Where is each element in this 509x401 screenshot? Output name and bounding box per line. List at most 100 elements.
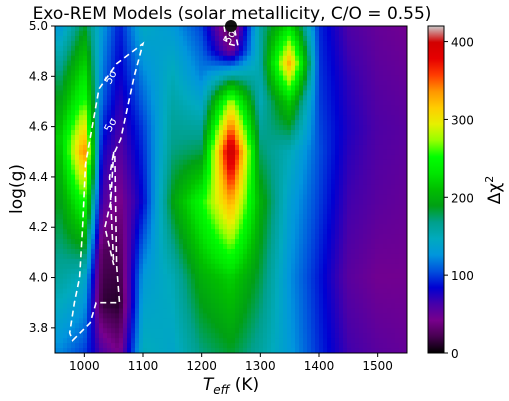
heatmap-cell [351,204,356,210]
heatmap-cell [115,35,120,42]
heatmap-cell [267,55,272,62]
heatmap-cell [91,184,96,191]
heatmap-cell [131,125,136,131]
heatmap-cell [291,120,296,126]
heatmap-cell [171,338,176,344]
heatmap-cell [331,343,336,349]
heatmap-cell [203,343,208,349]
heatmap-cell [131,110,136,116]
heatmap-cell [227,214,232,220]
heatmap-cell [271,115,276,121]
heatmap-cell [343,258,348,265]
heatmap-cell [159,45,164,52]
heatmap-cell [67,283,72,290]
heatmap-cell [199,328,204,334]
heatmap-cell [327,298,332,305]
heatmap-cell [135,333,140,339]
heatmap-cell [311,159,316,166]
heatmap-cell [351,234,356,240]
heatmap-cell [331,50,336,57]
heatmap-cell [319,26,324,32]
heatmap-cell [163,144,168,151]
heatmap-cell [299,343,304,349]
heatmap-cell [295,149,300,156]
heatmap-cell [247,105,252,111]
heatmap-cell [135,149,140,156]
heatmap-cell [151,184,156,191]
heatmap-cell [323,343,328,349]
heatmap-cell [319,70,324,77]
heatmap-cell [275,135,280,141]
heatmap-cell [175,268,180,275]
heatmap-cell [175,154,180,161]
heatmap-cell [123,90,128,96]
heatmap-cell [327,333,332,339]
heatmap-cell [315,149,320,156]
heatmap-cell [183,194,188,200]
heatmap-cell [151,194,156,200]
heatmap-cell [243,85,248,91]
heatmap-cell [215,313,220,319]
heatmap-cell [139,135,144,141]
heatmap-cell [327,174,332,181]
heatmap-cell [91,273,96,280]
heatmap-cell [99,283,104,290]
heatmap-cell [283,30,288,37]
heatmap-cell [147,120,152,126]
heatmap-cell [139,164,144,171]
heatmap-cell [319,115,324,121]
heatmap-cell [63,258,68,265]
heatmap-cell [267,244,272,250]
heatmap-cell [291,169,296,176]
heatmap-cell [91,26,96,32]
heatmap-cell [119,219,124,225]
heatmap-cell [279,159,284,166]
heatmap-cell [355,55,360,62]
heatmap-cell [351,144,356,151]
heatmap-cell [243,120,248,126]
heatmap-cell [275,105,280,111]
heatmap-cell [279,283,284,290]
heatmap-cell [75,273,80,280]
heatmap-cell [111,50,116,57]
heatmap-cell [347,149,352,156]
heatmap-cell [311,120,316,126]
heatmap-cell [223,209,228,215]
heatmap-cell [107,224,112,230]
heatmap-cell [343,293,348,300]
heatmap-cell [295,278,300,285]
heatmap-cell [147,144,152,151]
heatmap-cell [295,194,300,200]
heatmap-cell [119,318,124,324]
heatmap-cell [219,130,224,136]
heatmap-cell [339,313,344,319]
heatmap-cell [195,273,200,280]
heatmap-cell [171,333,176,339]
heatmap-cell [339,80,344,87]
heatmap-cell [107,100,112,106]
heatmap-cell [347,144,352,151]
heatmap-cell [87,348,92,353]
heatmap-cell [131,105,136,111]
heatmap-cell [243,149,248,156]
heatmap-cell [59,318,64,324]
heatmap-cell [267,298,272,305]
heatmap-cell [199,288,204,295]
heatmap-cell [91,50,96,57]
heatmap-cell [91,189,96,196]
heatmap-cell [223,139,228,146]
heatmap-cell [199,308,204,314]
heatmap-cell [235,100,240,106]
heatmap-cell [75,90,80,96]
heatmap-cell [143,189,148,196]
heatmap-cell [343,40,348,47]
heatmap-cell [331,288,336,295]
heatmap-cell [147,159,152,166]
heatmap-cell [79,283,84,290]
heatmap-cell [199,343,204,349]
heatmap-cell [123,229,128,235]
heatmap-cell [71,35,76,42]
heatmap-cell [347,26,352,32]
heatmap-cell [335,338,340,344]
heatmap-cell [295,214,300,220]
